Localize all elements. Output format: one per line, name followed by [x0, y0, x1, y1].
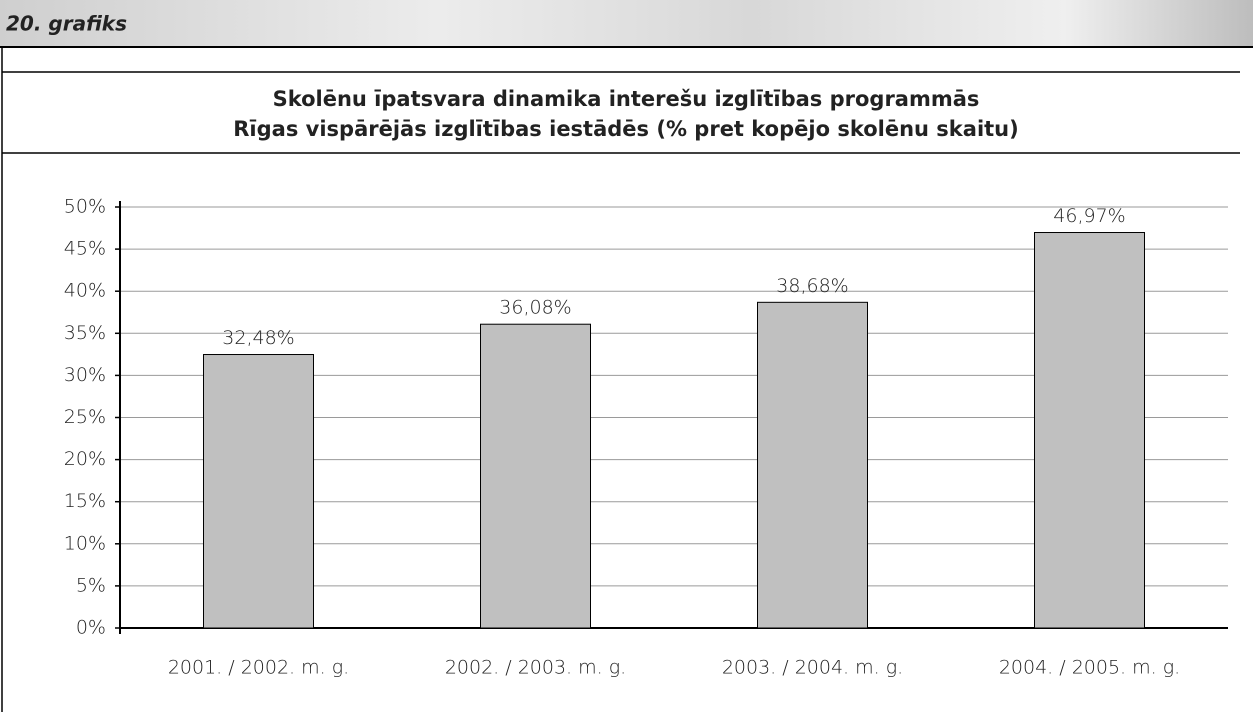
- data-label: 38,68%: [776, 275, 848, 297]
- y-tick-label: 5%: [76, 574, 106, 596]
- y-tick-label: 0%: [76, 617, 106, 639]
- header-bar: [0, 0, 1253, 47]
- chart-title: Rīgas vispārējās izglītības iestādēs (% …: [233, 117, 1018, 141]
- x-tick-label: 2002. / 2003. m. g.: [445, 657, 626, 679]
- y-tick-label: 40%: [64, 280, 106, 302]
- y-tick-label: 15%: [64, 490, 106, 512]
- y-tick-label: 10%: [64, 532, 106, 554]
- x-tick-label: 2004. / 2005. m. g.: [999, 657, 1180, 679]
- data-label: 46,97%: [1053, 205, 1125, 227]
- header-label: 20. grafiks: [6, 12, 127, 36]
- data-label: 32,48%: [222, 327, 294, 349]
- y-tick-label: 50%: [64, 196, 106, 218]
- y-tick-label: 45%: [64, 238, 106, 260]
- bar: [203, 354, 314, 629]
- data-label: 36,08%: [499, 297, 571, 319]
- bar: [757, 301, 868, 629]
- x-tick-label: 2003. / 2004. m. g.: [722, 657, 903, 679]
- x-tick-label: 2001. / 2002. m. g.: [168, 657, 349, 679]
- bar: [1034, 232, 1145, 629]
- y-tick-label: 35%: [64, 322, 106, 344]
- plot: 0% 5% 10% 15% 20% 25% 30% 35% 40% 45% 50% 2001. / 2…: [64, 196, 1228, 679]
- bar: [480, 323, 591, 629]
- y-tick-label: 20%: [64, 448, 106, 470]
- y-tick-label: 30%: [64, 364, 106, 386]
- chart-title: Skolēnu īpatsvara dinamika interešu izgl…: [273, 87, 980, 111]
- y-tick-label: 25%: [64, 406, 106, 428]
